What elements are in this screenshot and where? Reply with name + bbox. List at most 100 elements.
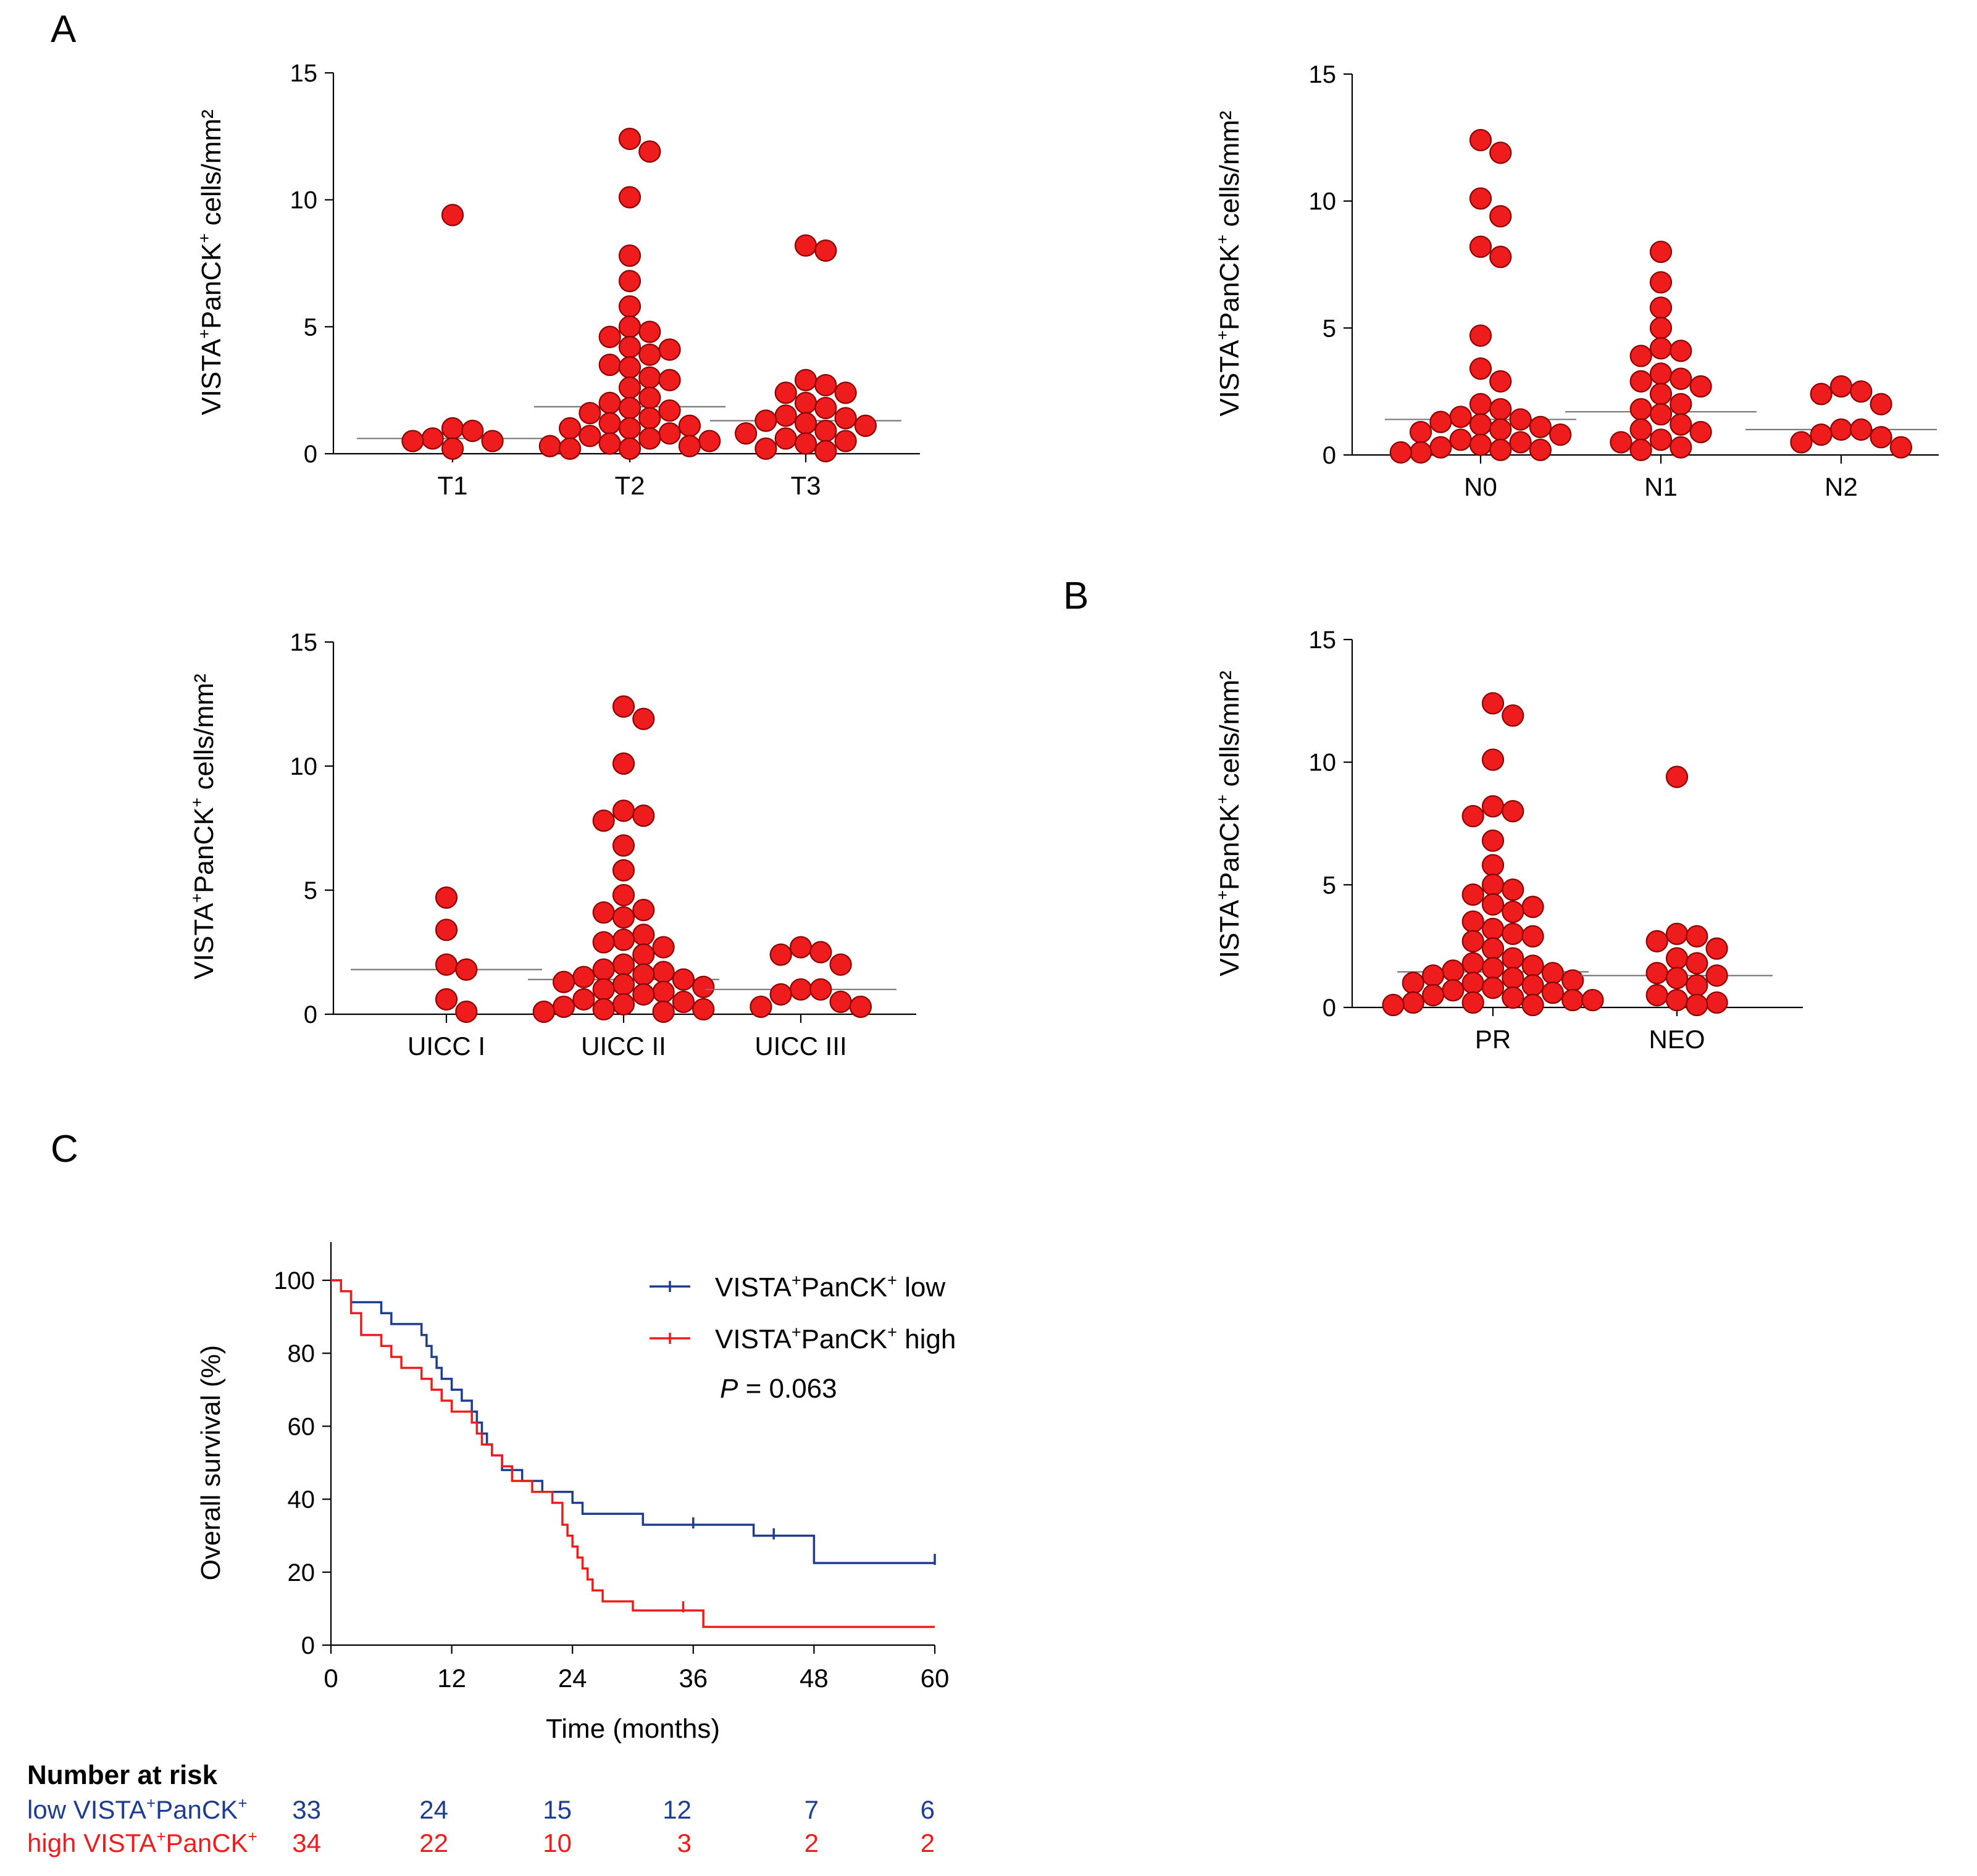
data-point: [435, 886, 458, 909]
data-point: [794, 391, 817, 414]
data-point: [1829, 375, 1853, 398]
data-point: [612, 973, 635, 996]
data-point: [814, 440, 837, 462]
data-point: [1502, 704, 1524, 727]
data-point: [1810, 423, 1833, 446]
data-point: [1469, 187, 1492, 210]
p-symbol: P: [720, 1374, 738, 1404]
data-point: [618, 356, 642, 379]
data-point: [1489, 418, 1512, 441]
data-point: [612, 906, 635, 929]
data-point: [1481, 893, 1505, 916]
y-tick-label: 100: [274, 1267, 315, 1294]
superscript: +: [887, 1271, 897, 1290]
y-tick-label: 40: [288, 1486, 316, 1514]
label-part: high VISTA: [27, 1828, 156, 1857]
data-point: [1889, 436, 1912, 459]
y-tick-label: 0: [1323, 442, 1336, 469]
data-point: [1649, 403, 1673, 426]
superscript: +: [195, 233, 214, 243]
superscript: +: [146, 1794, 156, 1812]
data-point: [652, 1000, 675, 1023]
data-point: [652, 961, 675, 983]
label-part: PanCK: [1214, 804, 1245, 890]
data-point: [1581, 988, 1604, 1012]
data-point: [632, 707, 655, 730]
data-point: [1502, 967, 1524, 990]
data-point: [612, 834, 635, 857]
superscript: +: [1213, 890, 1232, 900]
data-point: [1649, 383, 1673, 406]
data-point: [1489, 370, 1512, 393]
data-point: [1561, 969, 1584, 992]
data-point: [754, 409, 777, 432]
y-tick-label: 5: [1323, 315, 1336, 342]
data-point: [1481, 977, 1505, 999]
data-point: [769, 943, 792, 966]
risk-table-title: Number at risk: [27, 1760, 218, 1790]
data-point: [774, 381, 797, 404]
data-point: [1629, 344, 1652, 367]
data-point: [1521, 895, 1544, 919]
y-tick-label: 15: [1309, 61, 1337, 88]
y-axis-label: VISTA+PanCK+ cells/mm²: [195, 109, 227, 415]
data-point: [401, 430, 424, 452]
data-point: [1521, 954, 1544, 977]
superscript: +: [887, 1323, 897, 1341]
y-tick-label: 10: [1309, 749, 1337, 777]
data-point: [632, 899, 655, 922]
data-point: [598, 353, 621, 377]
data-point: [579, 402, 601, 425]
data-point: [1686, 925, 1708, 948]
data-point: [1629, 418, 1652, 441]
data-point: [1469, 324, 1492, 347]
data-point: [1481, 917, 1505, 940]
data-point: [612, 883, 635, 907]
data-point: [734, 422, 758, 445]
risk-value: 15: [543, 1795, 572, 1824]
data-point: [1670, 393, 1692, 415]
data-point: [532, 1000, 555, 1023]
data-point: [794, 412, 817, 435]
data-point: [809, 978, 832, 1001]
data-point: [638, 140, 661, 163]
data-point: [1429, 436, 1452, 459]
kaplan-meier-plot: 0 20 40 60 80 100 0 12 24 36 48 60 Time (months) Over…: [196, 1242, 956, 1744]
data-point: [1502, 878, 1524, 901]
data-point: [1689, 420, 1712, 444]
panel-label-a: A: [51, 8, 77, 51]
risk-value: 33: [292, 1795, 321, 1824]
label-part: cells/mm²: [196, 109, 227, 233]
risk-value: 22: [419, 1828, 448, 1857]
data-point: [612, 799, 635, 822]
survival-curve-low: [331, 1279, 935, 1564]
data-point: [1410, 420, 1432, 444]
data-point: [632, 943, 655, 966]
data-point: [692, 975, 715, 998]
data-point: [774, 427, 797, 450]
data-point: [834, 381, 857, 404]
data-point: [1649, 337, 1673, 360]
superscript: +: [195, 329, 214, 339]
data-point: [1645, 930, 1668, 953]
data-point: [618, 295, 642, 318]
data-point: [435, 919, 458, 941]
data-point: [558, 437, 582, 460]
y-tick-label: 15: [1309, 627, 1337, 654]
y-tick-label: 5: [304, 314, 317, 341]
data-point: [1481, 795, 1505, 818]
risk-value: 2: [805, 1828, 819, 1857]
data-point: [754, 437, 777, 460]
risk-value: 10: [543, 1828, 572, 1857]
data-point: [1610, 431, 1632, 454]
y-tick-label: 80: [288, 1340, 316, 1367]
data-point: [1541, 982, 1564, 1004]
y-tick-label: 0: [304, 441, 317, 468]
data-point: [1389, 441, 1412, 464]
data-point: [618, 186, 642, 209]
data-point: [849, 995, 872, 1019]
